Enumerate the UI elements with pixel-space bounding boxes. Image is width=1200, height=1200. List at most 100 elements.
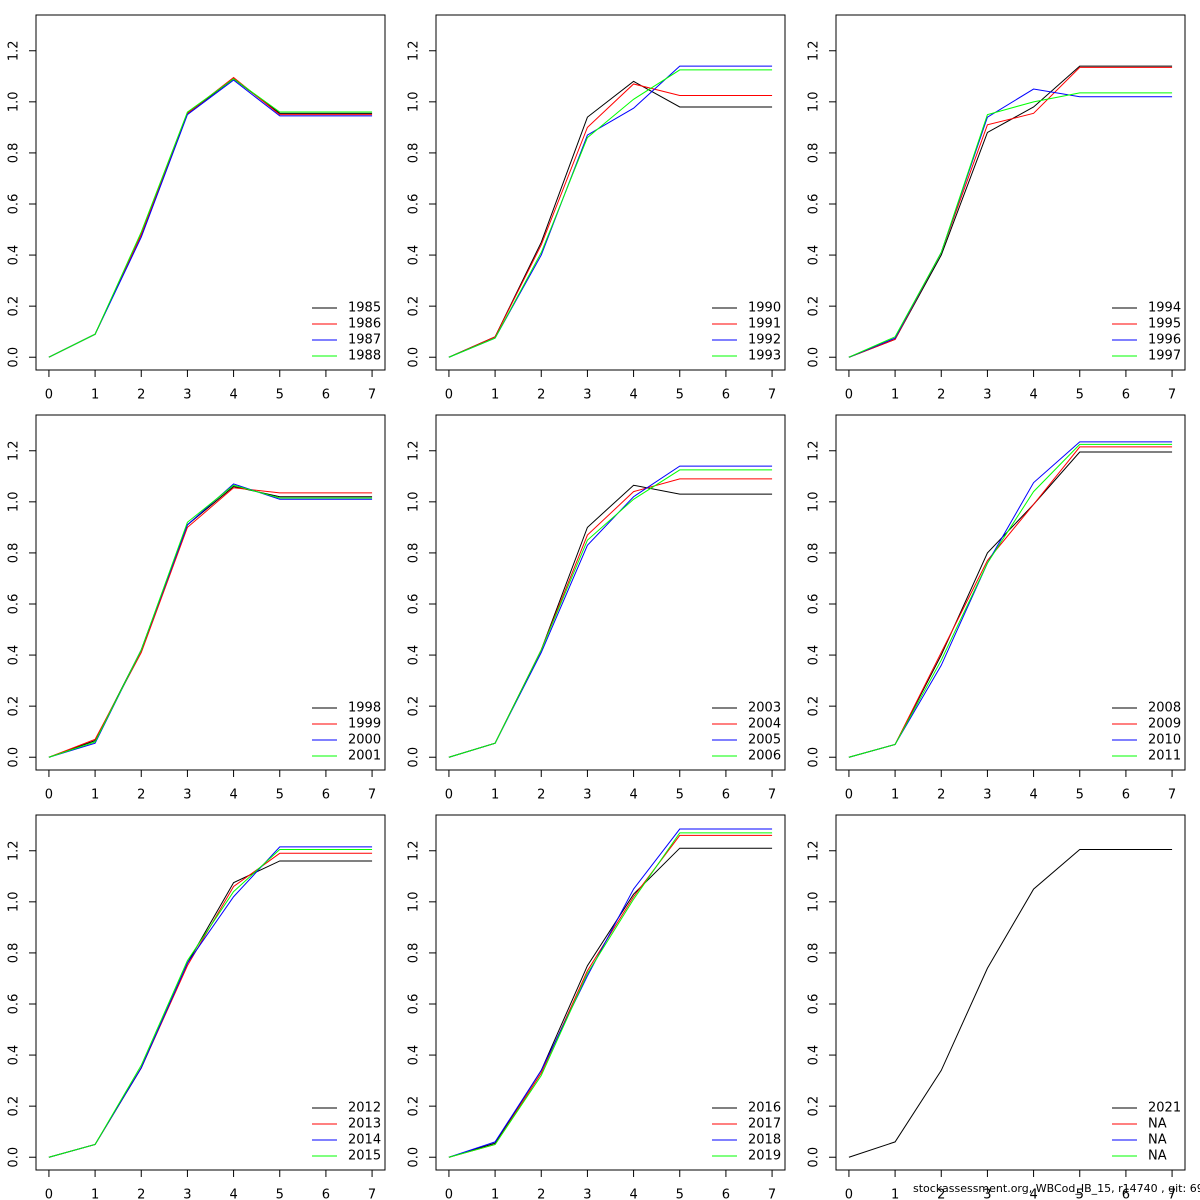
y-tick-label: 0.2 [407, 1096, 422, 1117]
x-tick-label: 2 [137, 1188, 145, 1200]
legend-label: 2011 [1148, 749, 1181, 764]
legend-label: 2003 [748, 701, 781, 716]
x-tick-label: 5 [276, 1188, 284, 1200]
x-tick-label: 6 [1122, 388, 1130, 403]
x-tick-label: 7 [768, 1188, 776, 1200]
x-tick-label: 3 [983, 388, 991, 403]
x-tick-label: 7 [368, 1188, 376, 1200]
y-tick-label: 0.0 [7, 747, 22, 768]
legend-label: 2019 [748, 1149, 781, 1164]
x-tick-label: 6 [322, 1188, 330, 1200]
y-tick-label: 1.0 [7, 91, 22, 112]
x-tick-label: 7 [1168, 1188, 1176, 1200]
x-tick-label: 6 [722, 388, 730, 403]
y-tick-label: 0.4 [7, 245, 22, 266]
x-tick-label: 0 [845, 388, 853, 403]
series-line [448, 847, 773, 1158]
legend-label: 2006 [748, 749, 781, 764]
y-tick-label: 0.4 [407, 245, 422, 266]
y-tick-label: 0.8 [807, 143, 822, 164]
y-tick-label: 0.2 [407, 296, 422, 317]
series-line [48, 78, 373, 358]
series-line [448, 832, 773, 1158]
y-tick-label: 1.0 [807, 891, 822, 912]
x-tick-label: 3 [183, 1188, 191, 1200]
x-tick-label: 5 [676, 788, 684, 803]
legend-label: 2000 [348, 733, 381, 748]
y-tick-label: 0.8 [7, 943, 22, 964]
y-tick-label: 0.6 [807, 594, 822, 615]
y-tick-label: 0.6 [807, 194, 822, 215]
legend-label: 2014 [348, 1133, 381, 1148]
legend-label: 2001 [348, 749, 381, 764]
x-tick-label: 4 [629, 788, 637, 803]
y-tick-label: 0.0 [407, 747, 422, 768]
legend-label: 2013 [348, 1117, 381, 1132]
series-line [48, 484, 373, 758]
panel: 0 1 2 3 4 5 6 70.00.20.40.60.81.01.220032004200… [407, 414, 786, 803]
legend-label: 1987 [348, 333, 381, 348]
y-tick-label: 0.8 [407, 943, 422, 964]
legend-label: 1988 [348, 349, 381, 364]
x-tick-label: 6 [722, 1188, 730, 1200]
y-tick-label: 0.0 [7, 1147, 22, 1168]
x-tick-label: 4 [1029, 788, 1037, 803]
x-tick-label: 3 [983, 788, 991, 803]
legend-label: 1997 [1148, 349, 1181, 364]
series-line [448, 69, 773, 358]
series-line [848, 443, 1173, 758]
x-tick-label: 3 [183, 388, 191, 403]
plot-frame [435, 814, 786, 1171]
panel: 0 1 2 3 4 5 6 70.00.20.40.60.81.01.219851986198… [7, 14, 386, 403]
y-tick-label: 0.4 [407, 645, 422, 666]
x-tick-label: 0 [445, 788, 453, 803]
x-tick-label: 5 [276, 788, 284, 803]
legend-label: 1999 [348, 717, 381, 732]
x-tick-label: 7 [768, 388, 776, 403]
x-tick-label: 0 [445, 388, 453, 403]
x-tick-label: 5 [1076, 388, 1084, 403]
x-tick-label: 7 [1168, 788, 1176, 803]
legend-label: 1986 [348, 317, 381, 332]
x-tick-label: 4 [629, 388, 637, 403]
legend-label: NA [1148, 1117, 1167, 1132]
y-tick-label: 0.8 [807, 543, 822, 564]
series-line [448, 828, 773, 1158]
legend-label: 1994 [1148, 301, 1181, 316]
y-tick-label: 0.2 [807, 696, 822, 717]
x-tick-label: 3 [183, 788, 191, 803]
x-tick-label: 3 [583, 1188, 591, 1200]
y-tick-label: 1.0 [7, 491, 22, 512]
y-tick-label: 1.2 [807, 840, 822, 861]
legend-label: 2008 [1148, 701, 1181, 716]
legend-label: 2016 [748, 1101, 781, 1116]
plot-frame [835, 814, 1186, 1171]
x-tick-label: 2 [937, 1188, 945, 1200]
series-line [448, 83, 773, 358]
legend-label: 2015 [348, 1149, 381, 1164]
x-tick-label: 3 [983, 1188, 991, 1200]
y-tick-label: 0.2 [807, 296, 822, 317]
legend-label: 2018 [748, 1133, 781, 1148]
x-tick-label: 0 [845, 1188, 853, 1200]
legend-label: 2010 [1148, 733, 1181, 748]
x-tick-label: 4 [229, 388, 237, 403]
x-tick-label: 4 [629, 1188, 637, 1200]
y-tick-label: 1.2 [407, 840, 422, 861]
legend-label: 2005 [748, 733, 781, 748]
x-tick-label: 3 [583, 388, 591, 403]
y-tick-label: 1.0 [807, 491, 822, 512]
x-tick-label: 2 [137, 388, 145, 403]
y-tick-label: 0.6 [7, 194, 22, 215]
y-tick-label: 1.0 [407, 91, 422, 112]
panel: 0 1 2 3 4 5 6 70.00.20.40.60.81.01.219941995199… [807, 14, 1186, 403]
y-tick-label: 1.2 [807, 440, 822, 461]
plot-frame [35, 14, 386, 371]
x-tick-label: 1 [491, 388, 499, 403]
panel: 0 1 2 3 4 5 6 70.00.20.40.60.81.01.220082009201… [807, 414, 1186, 803]
y-tick-label: 1.2 [7, 40, 22, 61]
series-line [48, 848, 373, 1158]
x-tick-label: 5 [1076, 788, 1084, 803]
x-tick-label: 4 [229, 1188, 237, 1200]
